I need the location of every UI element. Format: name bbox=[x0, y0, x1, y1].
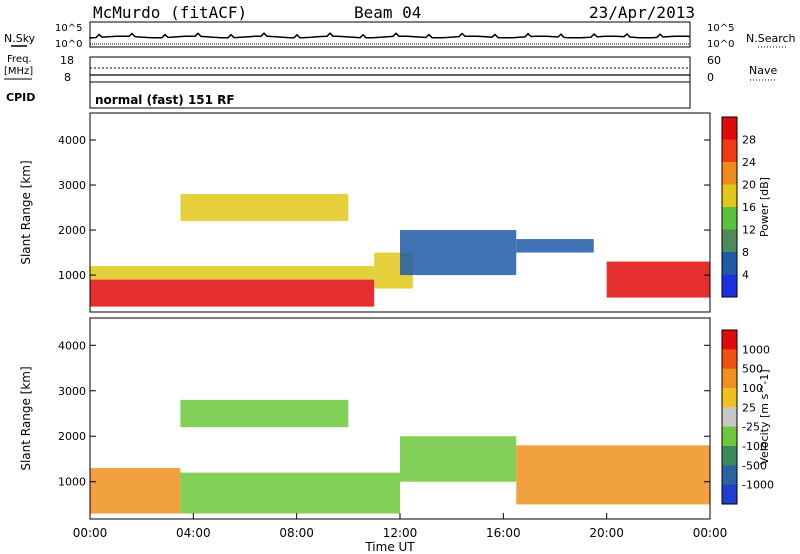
colorbar-tick-label: -100 bbox=[742, 440, 767, 453]
beam-title: Beam 04 bbox=[354, 3, 421, 22]
freq-panel bbox=[89, 56, 691, 83]
colorbar-tick-label: 28 bbox=[742, 134, 756, 147]
colorbar-swatch bbox=[722, 117, 737, 140]
colorbar-tick-label: 1000 bbox=[742, 343, 770, 356]
colorbar-tick-label: 25 bbox=[742, 401, 756, 414]
freq-tick-top: 18 bbox=[60, 54, 74, 67]
velocity-panel: 1000 2000 3000 4000 Slant Range [km] bbox=[19, 317, 711, 520]
colorbar-tick-label: 24 bbox=[742, 156, 756, 169]
colorbar-tick-label: 500 bbox=[742, 363, 763, 376]
nsearch-label: N.Search bbox=[746, 32, 796, 45]
y-tick-label: 2000 bbox=[58, 430, 86, 443]
echo-region-4 bbox=[516, 239, 594, 253]
nave-tick-top: 60 bbox=[707, 54, 721, 67]
y-tick-label: 4000 bbox=[58, 339, 86, 352]
x-tick-label: 20:00 bbox=[589, 526, 624, 540]
power-panel: 1000 2000 3000 4000 Slant Range [km] bbox=[19, 112, 711, 313]
colorbar-swatch bbox=[722, 349, 737, 370]
colorbar-label: Power [dB] bbox=[758, 177, 771, 237]
nsky-trace bbox=[89, 32, 691, 39]
colorbar-frame bbox=[721, 116, 738, 298]
y-tick-label: 3000 bbox=[58, 385, 86, 398]
echo-region-3 bbox=[400, 230, 517, 276]
echo-region-1 bbox=[90, 266, 375, 280]
x-tick-label: 08:00 bbox=[279, 526, 314, 540]
colorbar-tick-label: 20 bbox=[742, 179, 756, 192]
time-axis: 00:00 04:00 08:00 12:00 16:00 20:00 00:00 bbox=[73, 513, 728, 540]
colorbar-tick-label: -500 bbox=[742, 459, 767, 472]
x-axis-label: Time UT bbox=[364, 540, 415, 554]
date-title: 23/Apr/2013 bbox=[589, 3, 695, 22]
nave-label: Nave bbox=[749, 64, 777, 77]
colorbar-swatch bbox=[722, 330, 737, 350]
nsky-label: N.Sky bbox=[4, 32, 36, 45]
echo-region-3 bbox=[516, 445, 710, 505]
colorbar-swatch bbox=[722, 368, 737, 389]
colorbar-swatch bbox=[722, 388, 737, 408]
colorbar-tick-label: 8 bbox=[742, 246, 749, 259]
colorbar-tick-label: -25 bbox=[742, 421, 760, 434]
x-tick-label: 12:00 bbox=[383, 526, 418, 540]
colorbar-swatch bbox=[722, 252, 737, 275]
x-tick-label: 00:00 bbox=[73, 526, 108, 540]
colorbar-swatch bbox=[722, 407, 737, 428]
colorbar-tick-label: 16 bbox=[742, 201, 756, 214]
colorbar-tick-label: 12 bbox=[742, 224, 756, 237]
y-tick-label: 1000 bbox=[58, 476, 86, 489]
y-tick-label: 1000 bbox=[58, 269, 86, 282]
echo-region-0 bbox=[90, 279, 375, 307]
y-tick-label: 3000 bbox=[58, 179, 86, 192]
colorbar-swatch bbox=[722, 484, 737, 505]
cpid-panel bbox=[89, 81, 691, 109]
colorbar-swatch bbox=[722, 229, 737, 253]
colorbar-swatch bbox=[722, 184, 737, 208]
noise-left-tick-top: 10^5 bbox=[55, 23, 82, 34]
echo-region-4 bbox=[180, 399, 349, 428]
freq-label: Freq. bbox=[7, 54, 32, 65]
freq-tick-bottom: 8 bbox=[64, 71, 71, 84]
cpid-label: CPID bbox=[6, 91, 35, 104]
echo-region-0 bbox=[90, 468, 181, 514]
nave-tick-bottom: 0 bbox=[707, 71, 714, 84]
echo-region-1 bbox=[180, 472, 400, 514]
colorbar-swatch bbox=[722, 162, 737, 185]
noise-trace bbox=[89, 32, 691, 45]
colorbar-swatch bbox=[722, 207, 737, 230]
noise-right-tick-top: 10^5 bbox=[707, 23, 734, 34]
cpid-value: normal (fast) 151 RF bbox=[95, 93, 235, 107]
y-tick-label: 4000 bbox=[58, 134, 86, 147]
y-axis-label: Slant Range [km] bbox=[19, 366, 33, 470]
colorbar-tick-label: 4 bbox=[742, 269, 749, 282]
x-tick-label: 00:00 bbox=[693, 526, 728, 540]
colorbar-swatch bbox=[722, 426, 737, 447]
colorbar-swatch bbox=[722, 274, 737, 298]
panel-frame bbox=[89, 112, 711, 313]
colorbar-swatch bbox=[722, 446, 737, 466]
x-tick-label: 04:00 bbox=[176, 526, 211, 540]
echo-region-6 bbox=[180, 194, 349, 222]
y-tick-label: 2000 bbox=[58, 224, 86, 237]
colorbar-tick-label: 100 bbox=[742, 382, 763, 395]
x-tick-label: 16:00 bbox=[486, 526, 521, 540]
noise-panel bbox=[89, 21, 691, 48]
station-title: McMurdo (fitACF) bbox=[93, 3, 247, 22]
colorbar-label: Velocity [m s^-1] bbox=[758, 369, 771, 464]
noise-left-tick-bottom: 10^0 bbox=[55, 39, 82, 50]
y-axis-label: Slant Range [km] bbox=[19, 160, 33, 264]
colorbar-swatch bbox=[722, 465, 737, 486]
noise-right-tick-bottom: 10^0 bbox=[707, 39, 734, 50]
echo-region-5 bbox=[606, 261, 710, 298]
colorbar-swatch bbox=[722, 139, 737, 163]
power-colorbar: 4 8 12 16 20 24 28 Power [dB] bbox=[721, 116, 771, 298]
echo-region-2 bbox=[400, 436, 517, 482]
colorbar-frame bbox=[721, 329, 738, 505]
colorbar-tick-label: -1000 bbox=[742, 479, 774, 492]
freq-unit: [MHz] bbox=[4, 66, 33, 77]
velocity-colorbar: 1000 500 100 25 -25 -100 -500 -1000 Velocity [m … bbox=[721, 329, 774, 505]
